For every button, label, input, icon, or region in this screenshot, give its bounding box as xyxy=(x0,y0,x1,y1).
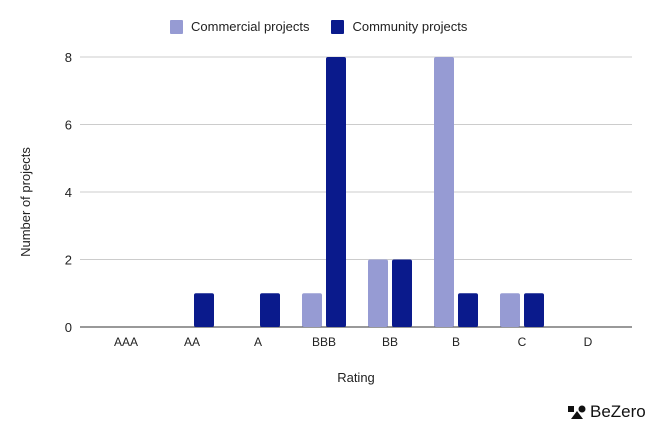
x-tick-label: B xyxy=(452,335,460,349)
bar-community-A xyxy=(260,293,280,327)
bezero-logo: BeZero xyxy=(567,402,646,422)
legend-item-community: Community projects xyxy=(331,19,467,34)
y-tick-label: 4 xyxy=(65,185,72,200)
y-tick-label: 8 xyxy=(65,50,72,65)
y-tick-label: 0 xyxy=(65,320,72,335)
y-axis-title: Number of projects xyxy=(18,147,33,257)
legend: Commercial projects Community projects xyxy=(170,19,467,34)
legend-swatch-commercial xyxy=(170,19,183,34)
x-tick-label: AA xyxy=(184,335,200,349)
legend-item-commercial: Commercial projects xyxy=(170,19,309,34)
x-tick-label: D xyxy=(584,335,593,349)
x-axis-title: Rating xyxy=(337,370,375,385)
bar-community-BBB xyxy=(326,57,346,327)
y-tick-label: 2 xyxy=(65,253,72,268)
bar-commercial-BBB xyxy=(302,293,322,327)
legend-label-community: Community projects xyxy=(352,19,468,34)
legend-label-commercial: Commercial projects xyxy=(191,19,310,34)
bar-community-AA xyxy=(194,293,214,327)
x-tick-label: C xyxy=(518,335,527,349)
x-tick-label: A xyxy=(254,335,262,349)
y-tick-label: 6 xyxy=(65,118,72,133)
legend-swatch-community xyxy=(331,19,345,34)
bar-community-BB xyxy=(392,259,412,327)
logo-text: BeZero xyxy=(590,402,646,421)
x-tick-label: AAA xyxy=(114,335,138,349)
bar-commercial-C xyxy=(500,293,520,327)
x-tick-label: BB xyxy=(382,335,398,349)
x-tick-label: BBB xyxy=(312,335,336,349)
bar-commercial-BB xyxy=(368,259,388,327)
bezero-logo-icon xyxy=(568,405,586,419)
bar-community-B xyxy=(458,293,478,327)
bar-commercial-B xyxy=(434,57,454,327)
bar-community-C xyxy=(524,293,544,327)
